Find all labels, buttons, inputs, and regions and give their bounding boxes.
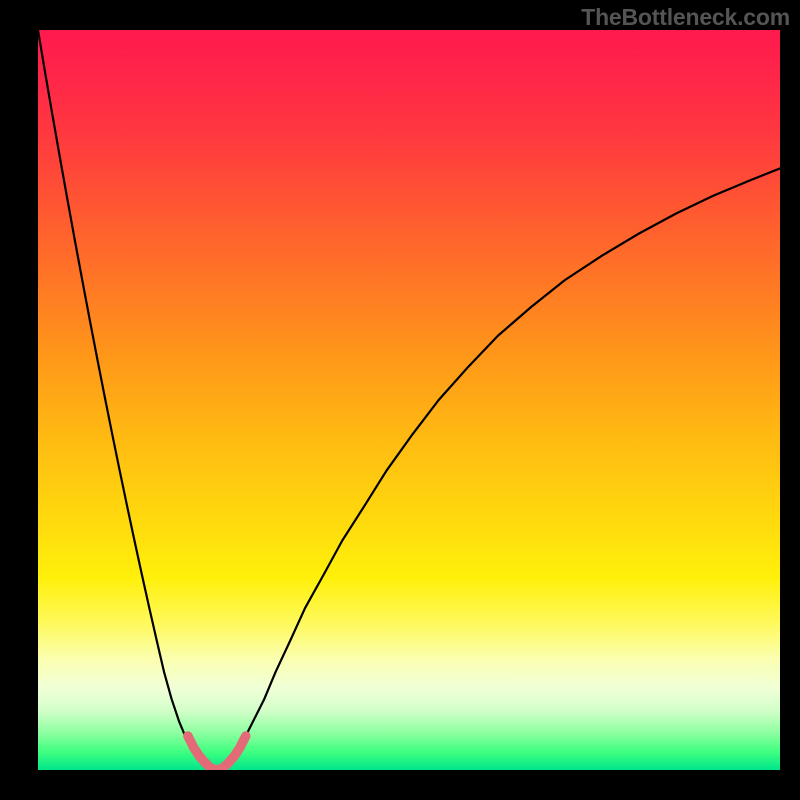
tip-marker [188,736,246,770]
bottleneck-curve [38,30,780,770]
watermark-text: TheBottleneck.com [581,4,790,31]
chart-svg [38,30,780,770]
gradient-background [38,30,780,770]
plot-area [38,30,780,770]
